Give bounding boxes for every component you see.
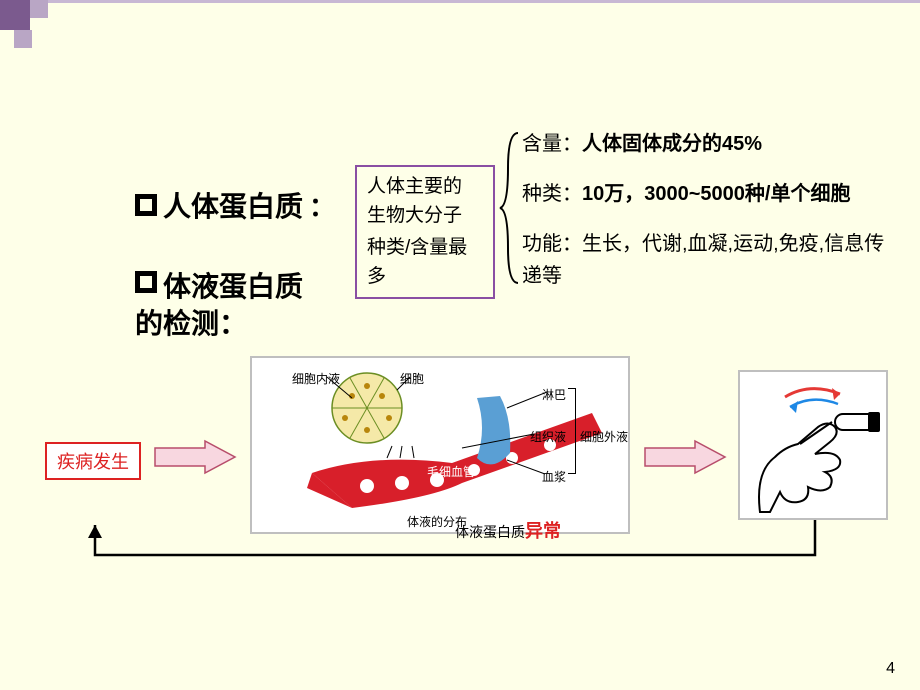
disease-text: 疾病发生 (57, 452, 129, 472)
bullet-text-1: 人体蛋白质 (163, 185, 303, 225)
fact-content: 含量：人体固体成分的45% (522, 128, 902, 160)
bullet-fluid-detection: 体液蛋白质 (135, 265, 303, 305)
bullet-text-2a: 体液蛋白质 (163, 265, 303, 305)
fact-kinds: 种类：10万，3000~5000种/单个细胞 (522, 178, 902, 210)
arrow-to-hand (640, 436, 730, 478)
feedback-connector (80, 520, 840, 580)
hand-sample-panel (738, 370, 888, 520)
corner-decoration (0, 0, 70, 60)
body-fluid-diagram: 细胞内液 细胞 淋巴 组织液 细胞外液 血浆 毛细血管 体液的分布 (250, 356, 630, 534)
page-number: 4 (886, 660, 895, 678)
purple-line1: 人体主要的 (367, 173, 483, 202)
purple-summary-box: 人体主要的 生物大分子 种类/含量最多 (355, 165, 495, 299)
bullet-text-2b: 的检测： (135, 302, 247, 342)
disease-box: 疾病发生 (45, 442, 141, 480)
bullet-human-protein: 人体蛋白质 ： (135, 185, 335, 225)
arrow-to-diagram (150, 436, 240, 478)
label-lines (252, 358, 628, 532)
hand-svg (740, 372, 886, 518)
bullet-icon-2 (135, 271, 157, 293)
top-divider (0, 0, 920, 3)
facts-list: 含量：人体固体成分的45% 种类：10万，3000~5000种/单个细胞 功能：… (522, 128, 902, 292)
bullet-icon (135, 194, 157, 216)
bullet-colon-1: ： (309, 187, 335, 224)
fact-func: 功能：生长，代谢,血凝,运动,免疫,信息传递等 (522, 228, 902, 292)
purple-line2: 生物大分子 (367, 202, 483, 231)
purple-line3: 种类/含量最多 (367, 234, 483, 291)
